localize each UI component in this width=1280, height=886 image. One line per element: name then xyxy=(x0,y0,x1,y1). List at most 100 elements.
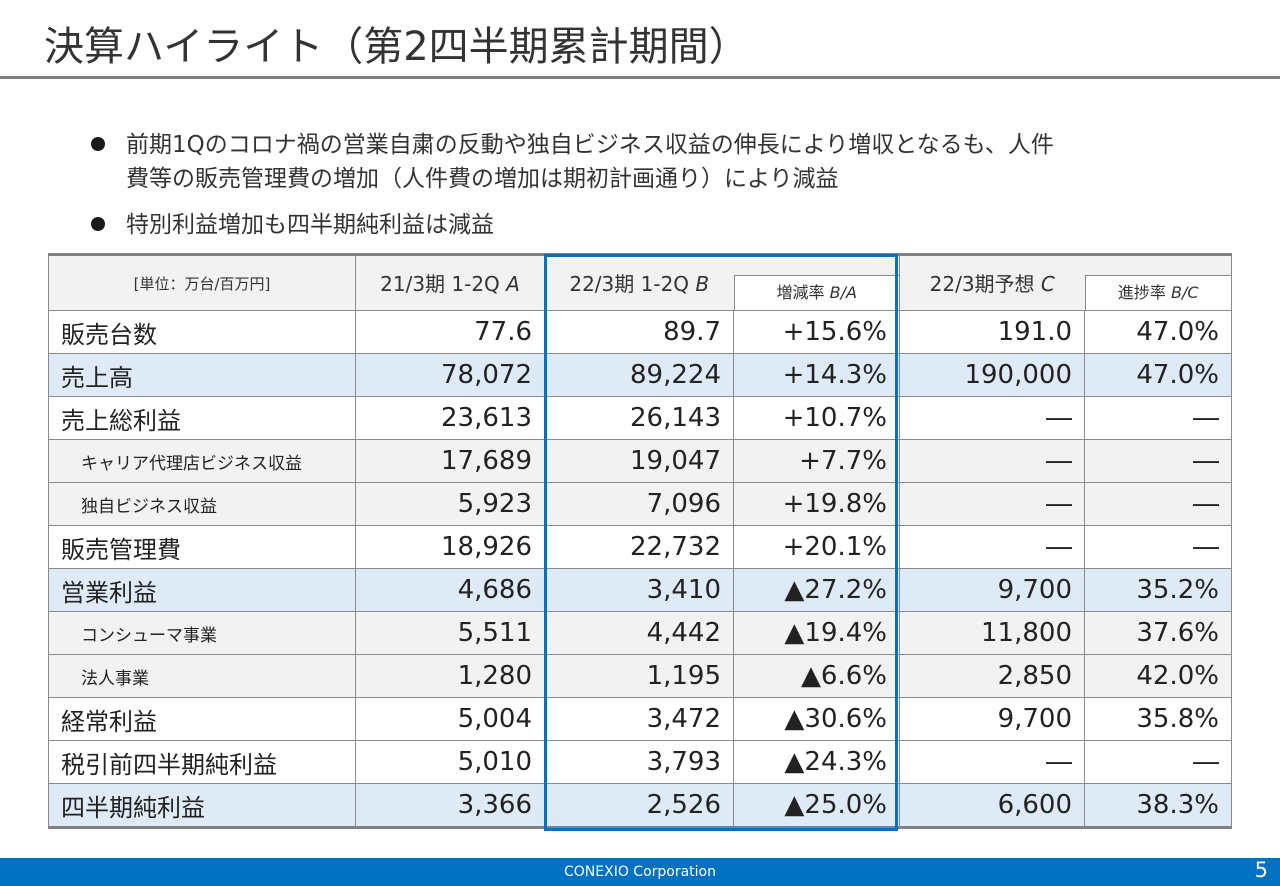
cell-b: 89,224 xyxy=(544,353,734,397)
table-row: 経常利益 5,004 3,472 ▲30.6% 9,700 35.8% xyxy=(48,697,1232,741)
col-header-c-mark: C xyxy=(1040,272,1055,296)
cell-a: 5,004 xyxy=(355,697,545,741)
row-label: 営業利益 xyxy=(48,568,356,612)
cell-c: ― xyxy=(899,439,1085,483)
row-label: 売上高 xyxy=(48,353,356,397)
col-header-b-mark: B xyxy=(695,272,710,296)
cell-b: 19,047 xyxy=(544,439,734,483)
cell-c: 190,000 xyxy=(899,353,1085,397)
financial-highlights-table: [単位：万台/百万円] 21/3期 1-2Q A 22/3期 1-2Q B 増減… xyxy=(48,253,1232,829)
table-row: 販売管理費 18,926 22,732 +20.1% ― ― xyxy=(48,525,1232,569)
table-row: 独自ビジネス収益 5,923 7,096 +19.8% ― ― xyxy=(48,482,1232,526)
row-label: キャリア代理店ビジネス収益 xyxy=(48,439,356,483)
cell-bc: ― xyxy=(1084,525,1232,569)
cell-c: 11,800 xyxy=(899,611,1085,655)
cell-bc: 35.8% xyxy=(1084,697,1232,741)
table-header-row: [単位：万台/百万円] 21/3期 1-2Q A 22/3期 1-2Q B 増減… xyxy=(48,254,1232,311)
col-header-ba-box: 増減率 B/A xyxy=(733,275,899,310)
table-row: 販売台数 77.6 89.7 +15.6% 191.0 47.0% xyxy=(48,310,1232,354)
page-title: 決算ハイライト（第2四半期累計期間） xyxy=(44,24,749,70)
cell-b: 22,732 xyxy=(544,525,734,569)
cell-bc: ― xyxy=(1084,482,1232,526)
table-row: キャリア代理店ビジネス収益 17,689 19,047 +7.7% ― ― xyxy=(48,439,1232,483)
cell-ba: +7.7% xyxy=(733,439,900,483)
cell-ba: ▲6.6% xyxy=(733,654,900,698)
cell-c: 9,700 xyxy=(899,568,1085,612)
cell-c: ― xyxy=(899,525,1085,569)
row-label: 独自ビジネス収益 xyxy=(48,482,356,526)
cell-a: 5,511 xyxy=(355,611,545,655)
bullet-text-line: 特別利益増加も四半期純利益は減益 xyxy=(126,212,494,238)
bullet-item: 特別利益増加も四半期純利益は減益 xyxy=(86,208,1236,242)
cell-b: 1,195 xyxy=(544,654,734,698)
table-row: 営業利益 4,686 3,410 ▲27.2% 9,700 35.2% xyxy=(48,568,1232,612)
table-row: コンシューマ事業 5,511 4,442 ▲19.4% 11,800 37.6% xyxy=(48,611,1232,655)
cell-c: ― xyxy=(899,482,1085,526)
row-label: 経常利益 xyxy=(48,697,356,741)
cell-b: 3,472 xyxy=(544,697,734,741)
title-divider xyxy=(0,76,1280,79)
cell-a: 5,010 xyxy=(355,740,545,784)
cell-ba: +14.3% xyxy=(733,353,900,397)
cell-c: ― xyxy=(899,396,1085,440)
cell-a: 17,689 xyxy=(355,439,545,483)
col-header-a-mark: A xyxy=(506,272,520,296)
col-header-ba-text: 増減率 xyxy=(776,283,825,302)
bullet-list: 前期1Qのコロナ禍の営業自粛の反動や独自ビジネス収益の伸長により増収となるも、人… xyxy=(86,128,1236,254)
cell-c: 9,700 xyxy=(899,697,1085,741)
cell-b: 3,410 xyxy=(544,568,734,612)
cell-c: 6,600 xyxy=(899,783,1085,829)
col-header-ba-mark: B/A xyxy=(829,283,857,302)
cell-b: 7,096 xyxy=(544,482,734,526)
cell-bc: 47.0% xyxy=(1084,353,1232,397)
row-label: 四半期純利益 xyxy=(48,783,356,829)
col-header-a-text: 21/3期 1-2Q xyxy=(380,272,500,296)
cell-bc: 37.6% xyxy=(1084,611,1232,655)
cell-b: 2,526 xyxy=(544,783,734,829)
bullet-text-line: 費等の販売管理費の増加（人件費の増加は期初計画通り）により減益 xyxy=(126,166,839,192)
cell-ba: ▲30.6% xyxy=(733,697,900,741)
cell-b: 4,442 xyxy=(544,611,734,655)
cell-a: 23,613 xyxy=(355,396,545,440)
cell-ba: ▲24.3% xyxy=(733,740,900,784)
cell-a: 77.6 xyxy=(355,310,545,354)
page-number: 5 xyxy=(1254,858,1268,882)
cell-c: ― xyxy=(899,740,1085,784)
cell-c: 191.0 xyxy=(899,310,1085,354)
cell-b: 26,143 xyxy=(544,396,734,440)
col-header-c: 22/3期予想 C xyxy=(899,254,1085,311)
table-row: 売上総利益 23,613 26,143 +10.7% ― ― xyxy=(48,396,1232,440)
cell-bc: ― xyxy=(1084,439,1232,483)
cell-a: 4,686 xyxy=(355,568,545,612)
footer-bar: CONEXIO Corporation 5 xyxy=(0,858,1280,886)
cell-c: 2,850 xyxy=(899,654,1085,698)
cell-bc: 35.2% xyxy=(1084,568,1232,612)
cell-ba: ▲25.0% xyxy=(733,783,900,829)
cell-a: 18,926 xyxy=(355,525,545,569)
cell-ba: +15.6% xyxy=(733,310,900,354)
company-name: CONEXIO Corporation xyxy=(563,864,716,880)
row-label: 売上総利益 xyxy=(48,396,356,440)
cell-bc: 42.0% xyxy=(1084,654,1232,698)
bullet-text-line: 前期1Qのコロナ禍の営業自粛の反動や独自ビジネス収益の伸長により増収となるも、人… xyxy=(126,132,1054,158)
cell-a: 3,366 xyxy=(355,783,545,829)
row-label: 販売管理費 xyxy=(48,525,356,569)
cell-ba: +10.7% xyxy=(733,396,900,440)
table-row: 売上高 78,072 89,224 +14.3% 190,000 47.0% xyxy=(48,353,1232,397)
unit-label: [単位：万台/百万円] xyxy=(48,254,356,311)
col-header-b-text: 22/3期 1-2Q xyxy=(569,272,690,296)
col-header-bc: 進捗率 B/C xyxy=(1084,254,1232,311)
cell-bc: 38.3% xyxy=(1084,783,1232,829)
cell-b: 89.7 xyxy=(544,310,734,354)
table-row: 四半期純利益 3,366 2,526 ▲25.0% 6,600 38.3% xyxy=(48,783,1232,829)
row-label: 税引前四半期純利益 xyxy=(48,740,356,784)
cell-bc: ― xyxy=(1084,396,1232,440)
col-header-bc-box: 進捗率 B/C xyxy=(1084,275,1231,310)
cell-ba: ▲27.2% xyxy=(733,568,900,612)
cell-bc: 47.0% xyxy=(1084,310,1232,354)
row-label: 法人事業 xyxy=(48,654,356,698)
cell-a: 5,923 xyxy=(355,482,545,526)
bullet-dot-icon xyxy=(91,137,105,151)
col-header-b: 22/3期 1-2Q B xyxy=(544,254,734,311)
col-header-c-text: 22/3期予想 xyxy=(929,272,1035,296)
